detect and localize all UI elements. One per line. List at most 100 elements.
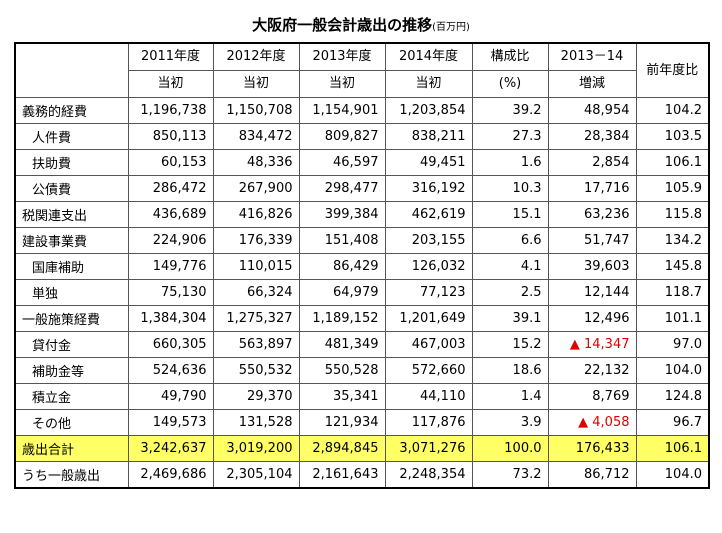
cell: 151,408 [298, 227, 386, 254]
cell: 104.0 [635, 357, 710, 384]
cell: 6.6 [471, 227, 549, 254]
row-label: 税関連支出 [14, 201, 129, 228]
cell: ▲ 14,347 [547, 331, 637, 358]
cell: 100.0 [471, 435, 549, 462]
row-label: 歳出合計 [14, 435, 129, 462]
cell: 49,790 [127, 383, 214, 410]
cell: 145.8 [635, 253, 710, 280]
table-row: 税関連支出 436,689 416,826 399,384 462,619 15.1 63,… [14, 201, 710, 228]
cell: 86,712 [547, 461, 637, 489]
cell: 77,123 [384, 279, 473, 306]
cell: 416,826 [212, 201, 300, 228]
cell: 134.2 [635, 227, 710, 254]
cell: 203,155 [384, 227, 473, 254]
header-cell: (%) [471, 70, 549, 98]
table-row: 公債費 286,472 267,900 298,477 316,192 10.3 17,71… [14, 175, 710, 202]
cell: 481,349 [298, 331, 386, 358]
cell: 267,900 [212, 175, 300, 202]
header-cell: 構成比 [471, 42, 549, 71]
row-label: 貸付金 [14, 331, 129, 358]
cell: 1,189,152 [298, 305, 386, 332]
cell: 12,496 [547, 305, 637, 332]
cell: 126,032 [384, 253, 473, 280]
cell: 39,603 [547, 253, 637, 280]
row-label: その他 [14, 409, 129, 436]
cell: 46,597 [298, 149, 386, 176]
cell: 1,150,708 [212, 97, 300, 124]
row-label: うち一般歳出 [14, 461, 129, 489]
table-row: 義務的経費 1,196,738 1,150,708 1,154,901 1,203,85… [14, 97, 710, 124]
cell: 572,660 [384, 357, 473, 384]
cell: 1,154,901 [298, 97, 386, 124]
cell: 103.5 [635, 123, 710, 150]
cell: 131,528 [212, 409, 300, 436]
cell: 563,897 [212, 331, 300, 358]
table-row: 単独 75,130 66,324 64,979 77,123 2.5 12,144 118.7 [14, 279, 710, 306]
table-body: 義務的経費 1,196,738 1,150,708 1,154,901 1,203,85… [14, 97, 710, 489]
cell: 176,433 [547, 435, 637, 462]
cell: 524,636 [127, 357, 214, 384]
cell: 1.4 [471, 383, 549, 410]
cell: 15.2 [471, 331, 549, 358]
cell: 86,429 [298, 253, 386, 280]
cell: 838,211 [384, 123, 473, 150]
cell: 49,451 [384, 149, 473, 176]
cell: 1,201,649 [384, 305, 473, 332]
cell: 97.0 [635, 331, 710, 358]
header-cell: 2014年度 [384, 42, 473, 71]
cell: 106.1 [635, 149, 710, 176]
cell: 66,324 [212, 279, 300, 306]
cell: 2,305,104 [212, 461, 300, 489]
cell: 1,203,854 [384, 97, 473, 124]
table-row: 扶助費 60,153 48,336 46,597 49,451 1.6 2,854 106.1 [14, 149, 710, 176]
header-row: 2011年度 2012年度 2013年度 2014年度 構成比 2013－14 前年度比 [14, 42, 710, 98]
cell: ▲ 4,058 [547, 409, 637, 436]
cell: 104.0 [635, 461, 710, 489]
cell: 2.5 [471, 279, 549, 306]
cell: 48,336 [212, 149, 300, 176]
row-label: 一般施策経費 [14, 305, 129, 332]
cell: 22,132 [547, 357, 637, 384]
header-cell: 2013年度 [298, 42, 386, 71]
row-label: 義務的経費 [14, 97, 129, 124]
table-row: 貸付金 660,305 563,897 481,349 467,003 15.2 ▲ 14,… [14, 331, 710, 358]
cell: 2,469,686 [127, 461, 214, 489]
cell: 73.2 [471, 461, 549, 489]
cell: 3,071,276 [384, 435, 473, 462]
table: 2011年度 2012年度 2013年度 2014年度 構成比 2013－14 前年度比 当初… [14, 42, 710, 489]
cell: 39.1 [471, 305, 549, 332]
cell: 28,384 [547, 123, 637, 150]
table-row: 一般施策経費 1,384,304 1,275,327 1,189,152 1,201,6… [14, 305, 710, 332]
row-label: 国庫補助 [14, 253, 129, 280]
cell: 4.1 [471, 253, 549, 280]
row-label: 単独 [14, 279, 129, 306]
row-label: 補助金等 [14, 357, 129, 384]
cell: 3,242,637 [127, 435, 214, 462]
cell: 75,130 [127, 279, 214, 306]
header-cell: 当初 [384, 70, 473, 98]
cell: 1,196,738 [127, 97, 214, 124]
cell: 1.6 [471, 149, 549, 176]
cell: 1,384,304 [127, 305, 214, 332]
cell: 467,003 [384, 331, 473, 358]
cell: 124.8 [635, 383, 710, 410]
cell: 660,305 [127, 331, 214, 358]
cell: 2,854 [547, 149, 637, 176]
cell: 316,192 [384, 175, 473, 202]
cell: 550,528 [298, 357, 386, 384]
cell: 550,532 [212, 357, 300, 384]
header-row: 当初 当初 当初 当初 (%) 増減 [15, 70, 709, 98]
row-label: 人件費 [14, 123, 129, 150]
cell: 44,110 [384, 383, 473, 410]
unit: (百万円) [432, 22, 470, 33]
header-cell: 2012年度 [212, 42, 300, 71]
table-row: 人件費 850,113 834,472 809,827 838,211 27.3 28,38… [14, 123, 710, 150]
header-cell: 当初 [212, 70, 300, 98]
header-cell: 2011年度 [127, 42, 214, 71]
header-cell [14, 42, 129, 98]
header-cell: 2013－14 [547, 42, 637, 71]
cell: 118.7 [635, 279, 710, 306]
title-text: 大阪府一般会計歳出の推移 [252, 16, 433, 34]
cell: 2,161,643 [298, 461, 386, 489]
table-row: 国庫補助 149,776 110,015 86,429 126,032 4.1 39,603… [14, 253, 710, 280]
